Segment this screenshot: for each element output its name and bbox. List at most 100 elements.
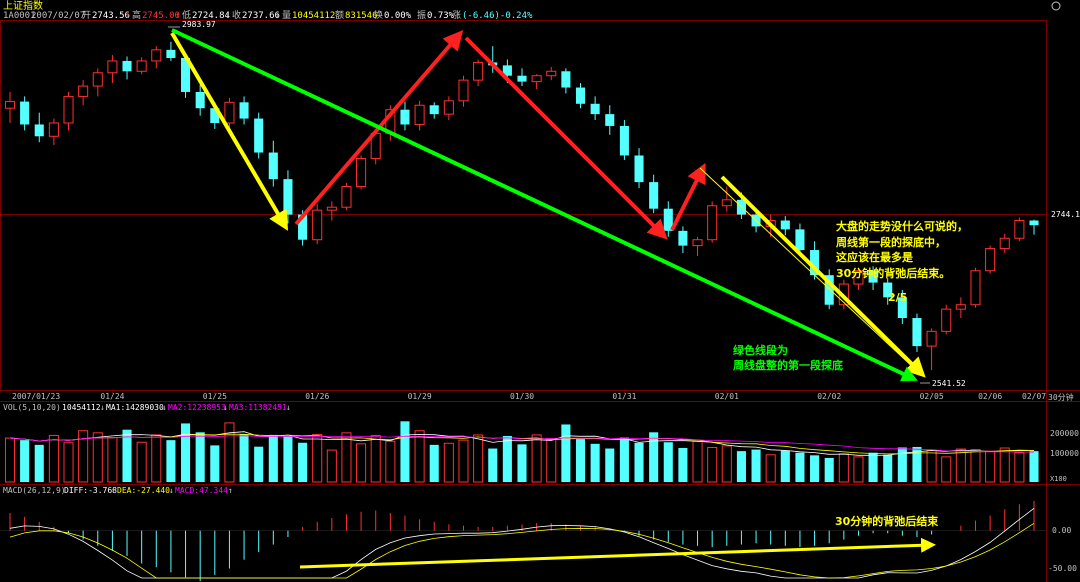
candle-body (20, 101, 30, 125)
volume-bar (326, 449, 337, 483)
candle-body (107, 60, 118, 74)
macd-tick-zero: 0.00 (1052, 526, 1071, 535)
up-arrow-icon: ↑ (175, 11, 180, 21)
volume-bar (649, 432, 659, 482)
volume-value: 10454112 (292, 11, 335, 21)
volume-bar (298, 442, 308, 482)
candle-body (780, 220, 790, 230)
volume-bar (838, 453, 849, 483)
volume-bar (254, 446, 264, 482)
x-tick-label: 01/29 (408, 392, 432, 401)
candle-body (254, 118, 264, 153)
volume-bar (912, 446, 922, 482)
volume-bar (926, 450, 937, 483)
candle-body (941, 308, 952, 332)
candle-body (649, 182, 659, 209)
candle-body (136, 60, 147, 72)
quote-date: 2007/02/07 (31, 11, 85, 21)
candle-body (517, 75, 527, 82)
volume-bar (531, 434, 542, 483)
trend-lines (170, 28, 926, 382)
candle-body (181, 57, 191, 92)
open-value: 2743.56 (92, 11, 130, 21)
candle-body (312, 209, 323, 241)
volume-bar (575, 439, 586, 482)
volume-bar (283, 435, 293, 482)
candle-body (531, 75, 542, 83)
volume-bar (92, 432, 103, 483)
macd-divergence-arrow (299, 537, 936, 569)
candle-body (341, 186, 352, 208)
candle-body (356, 157, 367, 188)
x-tick-label: 02/01 (715, 392, 739, 401)
volume-bar (810, 455, 820, 482)
volume-bar (385, 440, 396, 483)
candle-body (546, 70, 557, 77)
volume-bar (224, 422, 235, 483)
volume-bar (707, 446, 718, 483)
candle-body (122, 60, 132, 72)
volume-bar (561, 424, 571, 482)
volume-bar (151, 434, 162, 483)
candle-body (707, 205, 718, 241)
candle-body (985, 248, 996, 272)
svg-text:周线盘整的第一段探底: 周线盘整的第一段探底 (733, 358, 843, 372)
candle-body (458, 79, 469, 102)
volume-bar (20, 440, 30, 482)
volume-bar (780, 450, 790, 482)
svg-text:周线第一段的探底中，: 周线第一段的探底中， (836, 235, 946, 249)
volume-ma3-line (9, 435, 1034, 453)
volume-bar (941, 456, 952, 483)
volume-bar (868, 452, 878, 482)
x-tick-label: 01/31 (612, 392, 636, 401)
volume-bar (605, 448, 615, 482)
macd-dea-line (9, 522, 1035, 579)
volume-bar (473, 434, 484, 483)
volume-tick-high: 200000 (1050, 429, 1079, 438)
candle-body (692, 239, 703, 247)
x-tick-label: 02/07 (1022, 392, 1046, 401)
volume-bar (853, 456, 864, 483)
x-tick-label: 2007/01/23 (12, 392, 60, 401)
red-rebound-arrow (670, 162, 706, 231)
candle-body (999, 237, 1010, 250)
current-price-label: 2744.1 (1051, 210, 1080, 219)
candle-body (561, 71, 571, 88)
candle-body (429, 105, 439, 115)
volume-bar (692, 440, 703, 483)
red-up-arrow (294, 29, 464, 226)
macd-histogram (0, 500, 1046, 582)
candle-body (78, 85, 89, 97)
volume-bar (239, 434, 249, 482)
candle-body (605, 114, 615, 126)
volume-tick-low: 100000 (1050, 449, 1079, 458)
candle-body (443, 100, 454, 115)
volume-bar (181, 423, 191, 482)
candle-body (268, 152, 278, 180)
candle-body (926, 330, 937, 347)
svg-text:这应该在最多是: 这应该在最多是 (836, 250, 914, 264)
volume-ma1-line (9, 431, 1035, 456)
volume-bar (268, 434, 278, 482)
volume-bar (546, 438, 557, 483)
volume-bar (136, 441, 147, 483)
stock-code: 1A0001 (3, 11, 36, 21)
x-tick-label: 01/26 (305, 392, 329, 401)
candle-body (853, 270, 864, 285)
fraction-label: 2/5 (888, 291, 907, 304)
volume-bar (1014, 452, 1025, 483)
volume-bar (195, 432, 205, 482)
candle-body (473, 61, 484, 81)
x-tick-label: 01/30 (510, 392, 534, 401)
svg-text:大盘的走势没什么可说的，: 大盘的走势没什么可说的， (836, 219, 968, 233)
candle-body (63, 95, 74, 124)
candle-body (868, 270, 878, 283)
candle-body (48, 122, 59, 137)
volume-bar (721, 445, 732, 483)
volume-bar (970, 449, 981, 483)
x-tick-label: 02/05 (920, 392, 944, 401)
candle-body (195, 91, 205, 109)
x-tick-label: 02/06 (978, 392, 1002, 401)
candle-body (575, 87, 586, 104)
